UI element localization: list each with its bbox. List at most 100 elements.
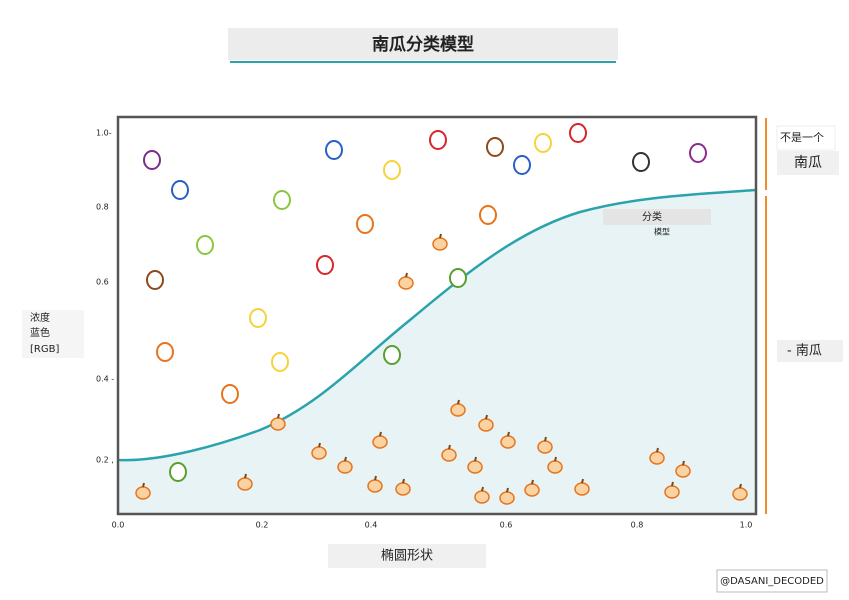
pumpkin-icon <box>524 483 540 497</box>
fruit-icon <box>479 205 497 225</box>
pumpkin-icon <box>500 435 516 449</box>
fruit-icon <box>383 160 401 180</box>
pumpkin-icon <box>450 403 466 417</box>
pumpkin-icon <box>537 440 553 454</box>
pumpkin-icon <box>547 460 563 474</box>
pumpkin-icon <box>135 486 151 500</box>
x-tick-label: 0.6 <box>500 521 513 530</box>
fruit-icon <box>156 342 174 362</box>
curve-label: 分类 <box>642 210 662 223</box>
label-box <box>776 125 836 151</box>
pumpkin-icon <box>467 460 483 474</box>
curve-label: 模型 <box>654 227 670 237</box>
pumpkin-icon <box>574 482 590 496</box>
icons <box>135 123 748 505</box>
pumpkin-stem <box>544 436 547 442</box>
pumpkin-icon <box>270 417 286 431</box>
pumpkin-icon <box>441 448 457 462</box>
pumpkin-stem <box>379 431 382 437</box>
fruit-icon <box>429 130 447 150</box>
pumpkin-icon <box>675 464 691 478</box>
x-axis-label: 椭圆形状 <box>381 548 433 564</box>
pumpkin-stem <box>485 414 488 420</box>
fruit-icon <box>325 140 343 160</box>
pumpkin-stem <box>448 444 451 450</box>
fruit-icon <box>143 150 161 170</box>
pumpkin-icon <box>311 446 327 460</box>
y-axis-label: 蓝色 <box>30 326 50 339</box>
fruit-icon <box>569 123 587 143</box>
title-box <box>228 28 618 60</box>
pumpkin-stem <box>739 483 742 489</box>
fruit-icon <box>169 462 187 482</box>
fruit-icon <box>689 143 707 163</box>
pumpkin-stem <box>554 456 557 462</box>
fruit-icon <box>171 180 189 200</box>
pumpkin-stem <box>671 481 674 487</box>
fruit-icon <box>271 352 289 372</box>
fruit-icon <box>486 137 504 157</box>
pumpkin-stem <box>656 447 659 453</box>
watermark: @DASANI_DECODED <box>720 576 824 587</box>
pumpkin-stem <box>439 233 442 239</box>
right-label: 南瓜 <box>794 155 822 171</box>
pumpkin-icon <box>237 477 253 491</box>
pumpkin-stem <box>374 475 377 481</box>
title: 南瓜分类模型 <box>372 34 474 55</box>
pumpkin-stem <box>581 478 584 484</box>
fruit-icon <box>146 270 164 290</box>
fruit-icon <box>449 268 467 288</box>
x-tick-label: 0.2 <box>256 521 269 530</box>
fruit-icon <box>383 345 401 365</box>
fruit-icon <box>356 214 374 234</box>
fruit-icon <box>316 255 334 275</box>
watermark-box <box>716 569 828 593</box>
x-tick-label: 0.8 <box>631 521 644 530</box>
y-tick-label: 1.0- <box>96 129 112 138</box>
pumpkin-stem <box>507 431 510 437</box>
pumpkin-icon <box>649 451 665 465</box>
pumpkin-icon <box>337 460 353 474</box>
pumpkin-icon <box>732 487 748 501</box>
label-box <box>777 340 843 362</box>
pumpkin-icon <box>398 276 414 290</box>
plot-frame <box>116 115 758 516</box>
fruit-icon <box>196 235 214 255</box>
pumpkin-icon <box>664 485 680 499</box>
pumpkin-stem <box>481 486 484 492</box>
pumpkin-stem <box>318 442 321 448</box>
fruit-icon <box>632 152 650 172</box>
y-tick-label: 0.6 <box>96 278 109 287</box>
pumpkin-stem <box>506 487 509 493</box>
pumpkin-icon <box>432 237 448 251</box>
y-axis-label: 浓度 <box>30 311 50 324</box>
pumpkin-icon <box>367 479 383 493</box>
pumpkin-stem <box>405 272 408 278</box>
label-box <box>777 151 839 175</box>
y-tick-label: 0.2 , <box>96 456 114 465</box>
pumpkin-stem <box>277 413 280 419</box>
x-tick-label: 0.0 <box>112 521 125 530</box>
right-label: - 南瓜 <box>787 343 822 359</box>
pumpkin-icon <box>478 418 494 432</box>
x-tick-label: 0.4 <box>365 521 378 530</box>
fruit-icon <box>221 384 239 404</box>
fruit-icon <box>273 190 291 210</box>
logistic-curve <box>117 188 757 462</box>
pumpkin-stem <box>474 456 477 462</box>
pumpkin-icon <box>372 435 388 449</box>
y-axis-label: [RGB] <box>30 344 59 355</box>
right-label: 不是一个 <box>780 131 824 144</box>
pumpkin-icon <box>395 482 411 496</box>
y-tick-label: 0.8 <box>96 203 109 212</box>
x-label-box <box>328 544 486 568</box>
y-label-box <box>22 310 84 358</box>
curve-label-box <box>603 209 711 225</box>
pumpkin-icon <box>474 490 490 504</box>
pumpkin-stem <box>457 399 460 405</box>
pumpkin-region <box>118 190 756 514</box>
x-tick-label: 1.0 <box>740 521 753 530</box>
pumpkin-stem <box>244 473 247 479</box>
pumpkin-stem <box>344 456 347 462</box>
